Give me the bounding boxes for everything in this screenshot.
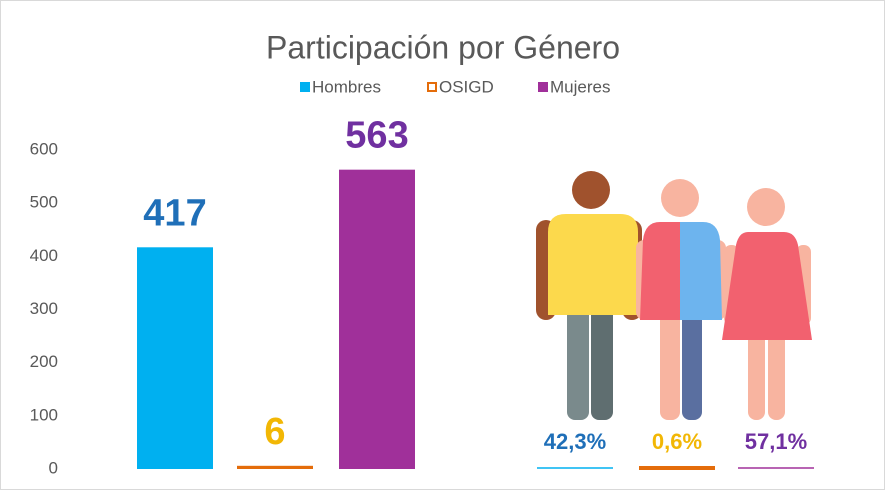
y-tick-label: 300 [30, 299, 58, 318]
data-label: 563 [345, 115, 408, 157]
data-label: 417 [143, 192, 206, 234]
chart-title: Participación por Género [266, 29, 620, 65]
data-label: 6 [264, 411, 285, 453]
share-label: 42,3% [544, 429, 606, 454]
y-tick-label: 600 [30, 139, 58, 158]
share-label: 57,1% [745, 429, 807, 454]
y-tick-label: 100 [30, 405, 58, 424]
share-label: 0,6% [652, 429, 702, 454]
legend-label: OSIGD [439, 77, 494, 96]
legend-label: Mujeres [550, 77, 610, 96]
legend-label: Hombres [312, 77, 381, 96]
y-tick-label: 400 [30, 246, 58, 265]
legend-swatch [300, 82, 310, 92]
bar [137, 247, 213, 469]
chart: Participación por Género 0 100 200 300 400 50… [0, 0, 886, 491]
y-tick-label: 0 [49, 458, 58, 477]
bar [339, 170, 415, 469]
bar [237, 466, 313, 469]
y-tick-label: 200 [30, 352, 58, 371]
legend-swatch [538, 82, 548, 92]
y-tick-label: 500 [30, 193, 58, 212]
